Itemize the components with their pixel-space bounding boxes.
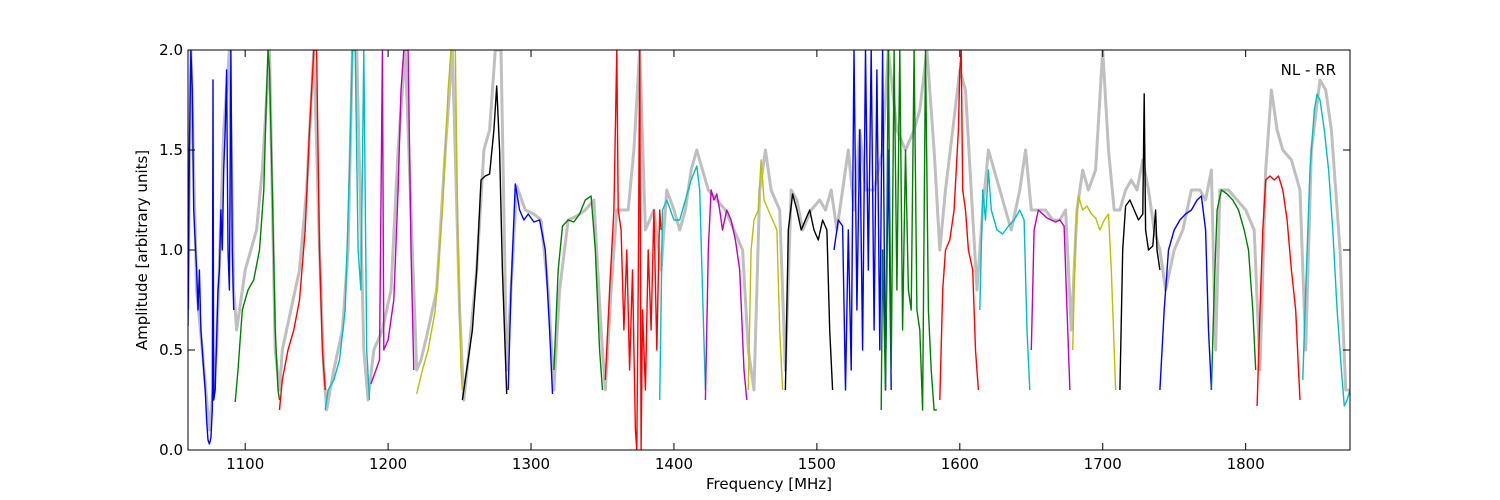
series-line-10	[604, 50, 662, 450]
series-line-20	[1072, 195, 1117, 391]
x-tick-label: 1800	[1227, 455, 1265, 473]
y-tick-label: 1.5	[159, 141, 183, 159]
ticks-layer: 1100 1200 1300 1400 1500 1600 1700 1800 0.0 0.5 1.…	[159, 41, 1350, 473]
series-line-22	[1159, 195, 1213, 391]
y-tick-label: 0.5	[159, 341, 183, 359]
series-line-6	[416, 50, 464, 395]
x-tick-label: 1400	[655, 455, 693, 473]
series-line-21	[1119, 93, 1161, 391]
series-line-23	[1210, 189, 1257, 391]
x-tick-label: 1100	[226, 455, 264, 473]
series-layer	[188, 50, 1350, 450]
series-line-11	[659, 165, 707, 401]
series-line-9	[553, 195, 604, 391]
series-line-13	[747, 159, 784, 391]
x-tick-label: 1700	[1084, 455, 1122, 473]
x-tick-label: 1200	[369, 455, 407, 473]
series-line-3	[278, 50, 326, 411]
series-line-2	[234, 50, 281, 403]
series-line-19	[1030, 209, 1071, 391]
x-tick-label: 1300	[512, 455, 550, 473]
y-tick-label: 1.0	[159, 241, 183, 259]
series-line-1	[188, 50, 235, 445]
series-line-12	[704, 189, 748, 401]
x-axis-label: Frequency [MHz]	[706, 475, 832, 493]
x-tick-label: 1600	[941, 455, 979, 473]
series-line-5	[370, 50, 415, 385]
series-line-14	[784, 193, 834, 391]
x-tick-label: 1500	[798, 455, 836, 473]
y-tick-label: 0.0	[159, 441, 183, 459]
y-axis-label: Amplitude [arbitrary units]	[133, 150, 151, 350]
series-line-8	[507, 183, 554, 395]
series-line-15	[833, 50, 892, 391]
series-line-7	[461, 85, 508, 401]
series-line-17	[939, 50, 980, 401]
series-line-4	[324, 50, 371, 411]
background-series-line	[188, 50, 1350, 432]
series-line-16	[880, 50, 937, 411]
series-line-25	[1302, 93, 1350, 407]
series-line-18	[979, 169, 1031, 391]
annotation-label: NL - RR	[1281, 61, 1336, 79]
y-tick-label: 2.0	[159, 41, 183, 59]
series-line-24	[1256, 175, 1301, 407]
